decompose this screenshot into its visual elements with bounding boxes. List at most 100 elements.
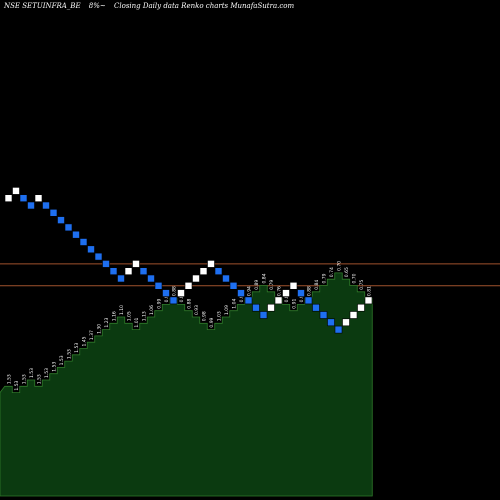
value-label: 1.30 bbox=[97, 324, 103, 334]
value-label: 0.88 bbox=[307, 286, 313, 296]
renko-brick-down bbox=[27, 201, 35, 210]
renko-brick-down bbox=[64, 223, 73, 232]
renko-brick-down bbox=[154, 281, 163, 290]
value-label: 1.05 bbox=[127, 311, 133, 321]
renko-brick-down bbox=[169, 296, 178, 305]
renko-brick-down bbox=[297, 289, 305, 297]
renko-bricks bbox=[4, 187, 373, 334]
renko-brick-down bbox=[79, 238, 88, 246]
renko-brick-up bbox=[192, 274, 200, 283]
renko-brick-down bbox=[319, 311, 328, 319]
renko-brick-up bbox=[12, 187, 20, 195]
renko-brick-down bbox=[49, 209, 58, 217]
value-label: 0.99 bbox=[157, 299, 163, 309]
renko-brick-down bbox=[139, 267, 148, 276]
renko-brick-up bbox=[124, 267, 133, 276]
value-label: 0.91 bbox=[292, 299, 298, 309]
symbol-label: NSE SETUINFRA_BE bbox=[4, 2, 81, 10]
value-label: 0.84 bbox=[314, 280, 320, 290]
renko-brick-down bbox=[94, 252, 103, 261]
renko-brick-up bbox=[199, 267, 208, 276]
renko-brick-down bbox=[327, 318, 335, 327]
renko-brick-up bbox=[342, 318, 350, 327]
renko-brick-down bbox=[214, 267, 223, 276]
renko-brick-down bbox=[87, 245, 95, 254]
value-label: 1.10 bbox=[119, 305, 125, 315]
renko-brick-down bbox=[102, 260, 110, 268]
renko-brick-down bbox=[109, 267, 118, 276]
value-label: 0.94 bbox=[247, 286, 253, 296]
value-label: 1.53 bbox=[59, 355, 65, 365]
renko-brick-up bbox=[274, 296, 283, 305]
renko-brick-down bbox=[147, 274, 155, 283]
renko-brick-down bbox=[252, 303, 260, 312]
value-labels: 1.531.531.531.531.531.531.531.531.531.53… bbox=[7, 261, 373, 391]
renko-brick-up bbox=[364, 296, 373, 305]
value-label: 1.13 bbox=[142, 311, 148, 321]
value-label: 0.93 bbox=[164, 292, 170, 302]
value-label: 0.99 bbox=[239, 292, 245, 302]
value-label: 0.79 bbox=[269, 280, 275, 290]
renko-brick-down bbox=[162, 289, 170, 297]
renko-brick-up bbox=[4, 194, 13, 202]
value-label: 1.16 bbox=[112, 311, 118, 321]
value-label: 0.75 bbox=[359, 280, 365, 290]
value-label: 1.53 bbox=[44, 368, 50, 378]
value-label: 0.88 bbox=[284, 292, 290, 302]
description-label: Closing Daily data Renko charts MunafaSu… bbox=[114, 2, 295, 10]
value-label: 1.53 bbox=[74, 343, 80, 353]
box-size-label: 8%~ bbox=[88, 2, 106, 10]
chart-header: NSE SETUINFRA_BE 8%~ Closing Daily data … bbox=[4, 2, 300, 10]
renko-brick-up bbox=[132, 260, 140, 268]
value-label: 0.74 bbox=[329, 267, 335, 277]
value-label: 0.89 bbox=[254, 280, 260, 290]
value-label: 0.88 bbox=[187, 299, 193, 309]
renko-brick-down bbox=[57, 216, 65, 224]
renko-brick-up bbox=[184, 281, 193, 290]
level-lines bbox=[0, 263, 500, 287]
renko-brick-down bbox=[334, 325, 343, 334]
volume-area-shape bbox=[0, 272, 373, 497]
value-label: 1.53 bbox=[22, 374, 28, 384]
renko-brick-up bbox=[34, 194, 43, 202]
renko-brick-down bbox=[222, 274, 230, 283]
renko-brick-down bbox=[19, 194, 28, 202]
value-label: 0.93 bbox=[299, 292, 305, 302]
value-label: 1.06 bbox=[149, 305, 155, 315]
value-label: 0.84 bbox=[262, 273, 268, 283]
value-label: 1.53 bbox=[37, 374, 43, 384]
renko-brick-up bbox=[177, 289, 185, 297]
value-label: 1.37 bbox=[89, 330, 95, 340]
renko-brick-down bbox=[229, 281, 238, 290]
value-label: 0.70 bbox=[337, 261, 343, 271]
renko-brick-down bbox=[42, 201, 50, 210]
renko-brick-down bbox=[237, 289, 245, 297]
renko-brick-down bbox=[259, 311, 268, 319]
renko-brick-up bbox=[349, 311, 358, 319]
renko-brick-down bbox=[304, 296, 313, 305]
value-label: 1.53 bbox=[29, 368, 35, 378]
volume-area bbox=[0, 272, 373, 497]
renko-brick-up bbox=[207, 260, 215, 268]
value-label: 1.03 bbox=[217, 311, 223, 321]
value-label: 0.76 bbox=[277, 286, 283, 296]
value-label: 0.98 bbox=[202, 311, 208, 321]
value-label: 0.70 bbox=[352, 273, 358, 283]
value-label: 0.79 bbox=[322, 273, 328, 283]
renko-brick-down bbox=[72, 230, 80, 239]
value-label: 0.88 bbox=[172, 286, 178, 296]
value-label: 1.53 bbox=[67, 349, 73, 359]
renko-brick-down bbox=[117, 274, 125, 283]
value-label: 0.65 bbox=[344, 267, 350, 277]
value-label: 0.81 bbox=[367, 286, 373, 296]
renko-brick-down bbox=[312, 303, 320, 312]
value-label: 1.09 bbox=[224, 305, 230, 315]
renko-brick-up bbox=[357, 303, 365, 312]
value-label: 0.93 bbox=[194, 305, 200, 315]
value-label: 1.53 bbox=[7, 374, 13, 384]
value-label: 1.01 bbox=[134, 317, 140, 327]
renko-brick-up bbox=[282, 289, 290, 297]
renko-brick-up bbox=[267, 303, 275, 312]
value-label: 0.84 bbox=[179, 292, 185, 302]
